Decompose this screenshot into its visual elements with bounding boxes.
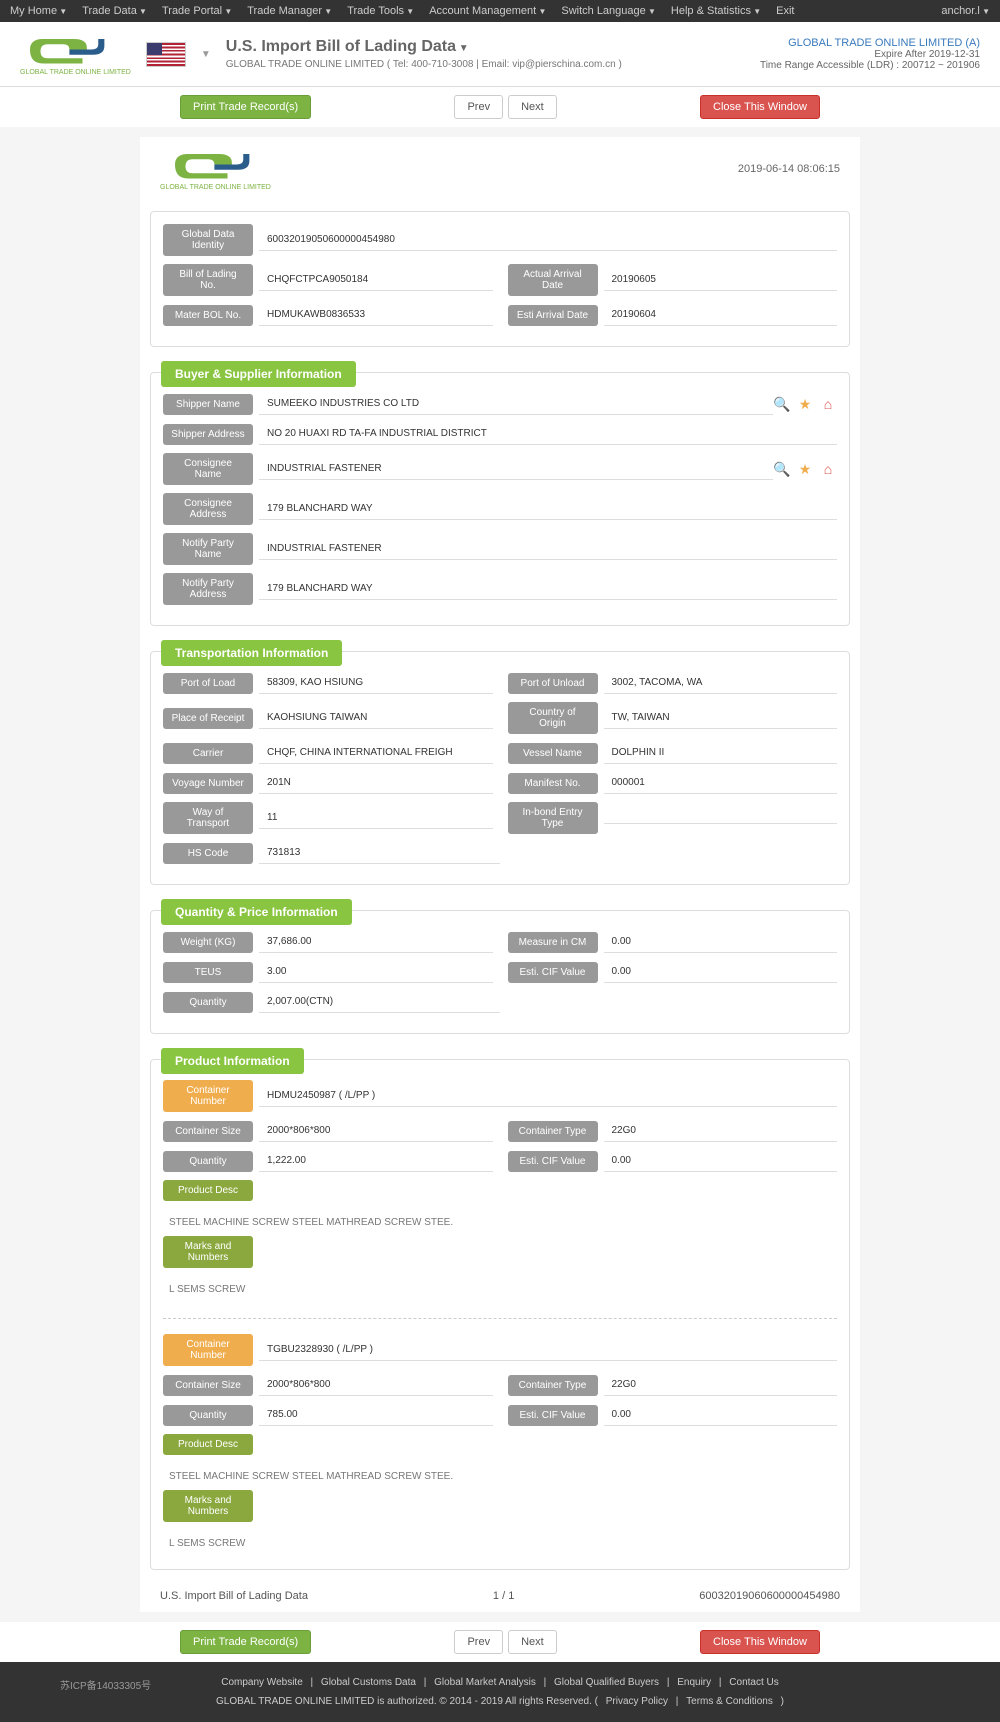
action-row-bottom: Print Trade Record(s) Prev Next Close Th… [0,1622,1000,1662]
nav-trade-data[interactable]: Trade Data [82,5,147,17]
nav-trade-portal[interactable]: Trade Portal [162,5,232,17]
identity-panel: Global Data Identity60032019050600000454… [150,211,850,347]
user-menu[interactable]: anchor.l [941,5,990,17]
topbar: My Home Trade Data Trade Portal Trade Manag… [0,0,1000,22]
header: GLOBAL TRADE ONLINE LIMITED ▼ U.S. Impor… [0,22,1000,87]
bottom-footer: 苏ICP备14033305号 Company Website | Global … [0,1662,1000,1722]
flag-icon[interactable] [146,42,186,67]
home-icon[interactable]: ⌂ [819,395,837,413]
product-block: Container NumberTGBU2328930 ( /L/PP ) Co… [163,1334,837,1557]
home-icon[interactable]: ⌂ [819,460,837,478]
privacy-link[interactable]: Privacy Policy [606,1696,668,1707]
action-row-top: Print Trade Record(s) Prev Next Close Th… [0,87,1000,127]
panel-logo: GLOBAL TRADE ONLINE LIMITED [160,147,271,191]
footer-link[interactable]: Global Market Analysis [434,1677,536,1688]
nav-help-statistics[interactable]: Help & Statistics [671,5,761,17]
search-icon[interactable]: 🔍 [773,460,791,478]
close-button[interactable]: Close This Window [700,1630,820,1654]
nav-my-home[interactable]: My Home [10,5,67,17]
footer-links: Company Website | Global Customs Data | … [15,1677,985,1688]
footer-link[interactable]: Global Customs Data [321,1677,416,1688]
next-button[interactable]: Next [508,1630,557,1654]
footer-link[interactable]: Enquiry [677,1677,711,1688]
prev-button[interactable]: Prev [454,1630,503,1654]
star-icon[interactable]: ★ [796,460,814,478]
logo[interactable]: GLOBAL TRADE ONLINE LIMITED [20,32,131,76]
topbar-right: anchor.l [941,5,990,17]
page-subtitle: GLOBAL TRADE ONLINE LIMITED ( Tel: 400-7… [226,59,622,70]
nav-trade-manager[interactable]: Trade Manager [247,5,332,17]
next-button[interactable]: Next [508,95,557,119]
nav-switch-language[interactable]: Switch Language [561,5,656,17]
footer-link[interactable]: Contact Us [729,1677,778,1688]
product-block: Container NumberHDMU2450987 ( /L/PP ) Co… [163,1080,837,1303]
star-icon[interactable]: ★ [796,395,814,413]
terms-link[interactable]: Terms & Conditions [686,1696,773,1707]
header-right: GLOBAL TRADE ONLINE LIMITED (A) Expire A… [760,37,980,71]
footer-link[interactable]: Global Qualified Buyers [554,1677,659,1688]
content: GLOBAL TRADE ONLINE LIMITED 2019-06-14 0… [140,137,860,1612]
prev-button[interactable]: Prev [454,95,503,119]
transport-panel: Transportation Information Port of Load5… [150,651,850,885]
close-button[interactable]: Close This Window [700,95,820,119]
footer-row: U.S. Import Bill of Lading Data 1 / 1 60… [140,1580,860,1612]
print-button[interactable]: Print Trade Record(s) [180,95,311,119]
buyer-panel: Buyer & Supplier Information Shipper Nam… [150,372,850,626]
topbar-left: My Home Trade Data Trade Portal Trade Manag… [10,5,794,17]
footer-link[interactable]: Company Website [221,1677,303,1688]
gdi-value: 60032019050600000454980 [259,229,837,251]
search-icon[interactable]: 🔍 [773,395,791,413]
nav-exit[interactable]: Exit [776,5,794,17]
print-button[interactable]: Print Trade Record(s) [180,1630,311,1654]
nav-trade-tools[interactable]: Trade Tools [347,5,414,17]
quantity-panel: Quantity & Price Information Weight (KG)… [150,910,850,1034]
timestamp: 2019-06-14 08:06:15 [738,163,840,175]
page-title[interactable]: U.S. Import Bill of Lading Data [226,38,622,56]
product-panel: Product Information Container NumberHDMU… [150,1059,850,1570]
nav-account-management[interactable]: Account Management [429,5,546,17]
icp: 苏ICP备14033305号 [60,1677,151,1692]
